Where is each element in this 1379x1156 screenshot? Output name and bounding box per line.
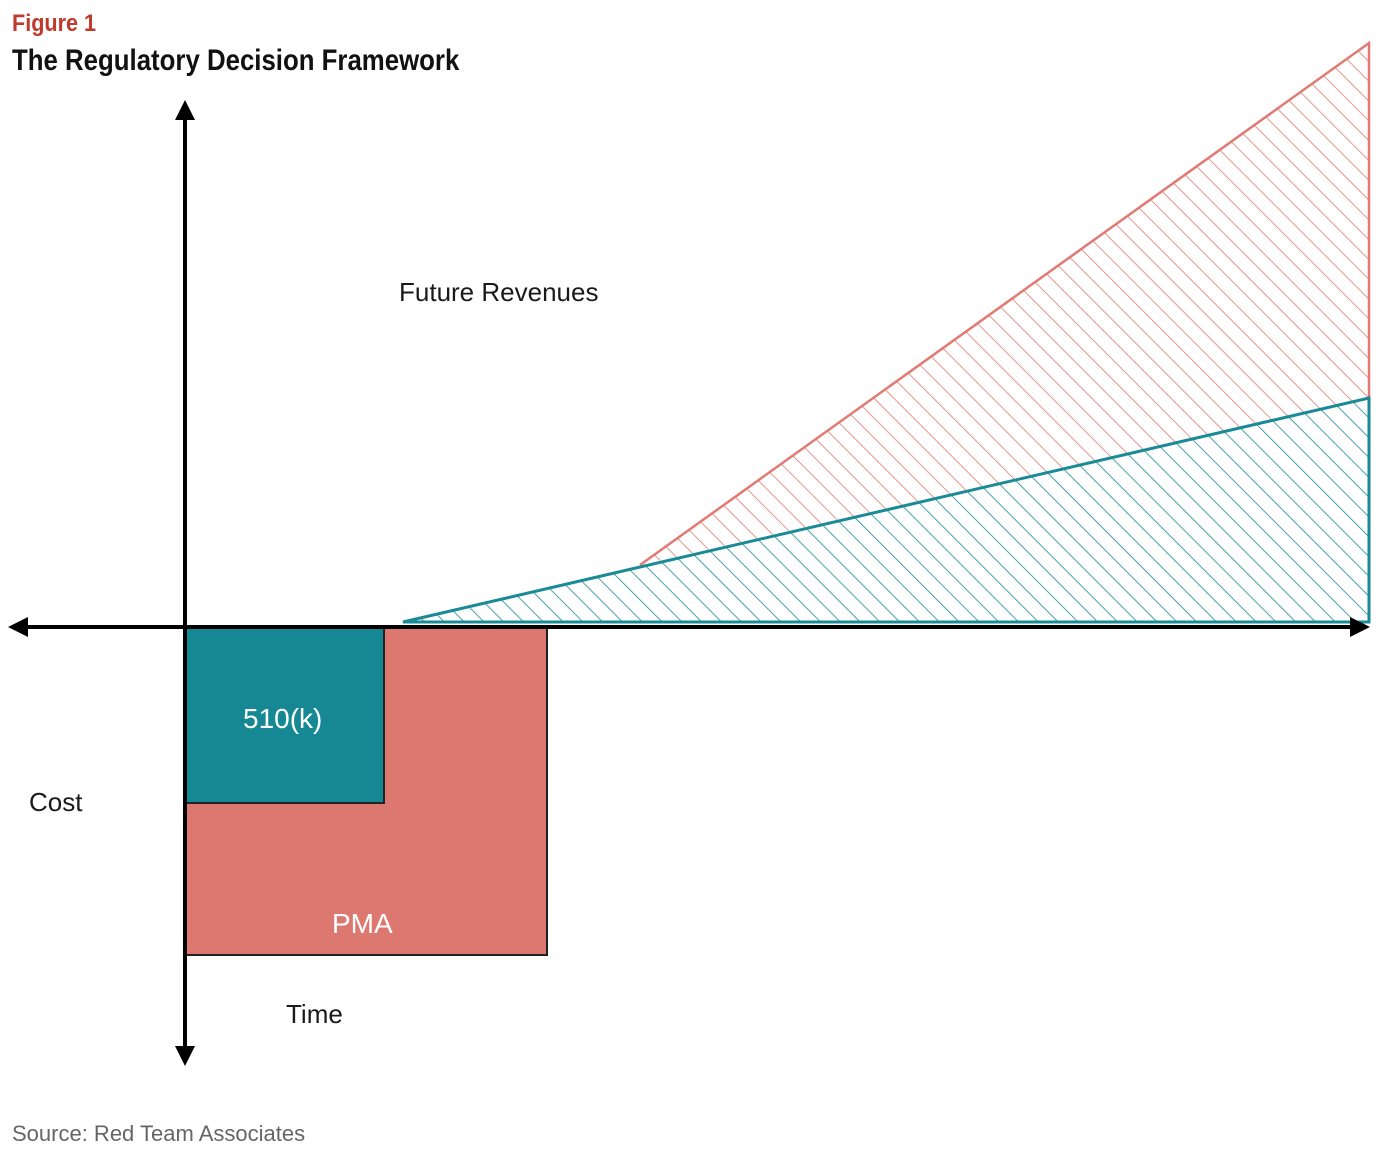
figure-title: The Regulatory Decision Framework [12, 44, 460, 77]
source-note: Source: Red Team Associates [12, 1121, 306, 1146]
axis-arrow-right [1350, 617, 1370, 637]
figure-label: Figure 1 [12, 10, 97, 37]
axis-arrow-down [175, 1046, 195, 1066]
future-revenues-label: Future Revenues [399, 277, 599, 307]
k510-revenue-outline [402, 396, 1371, 624]
time-label: Time [286, 999, 343, 1029]
cost-label: Cost [29, 787, 83, 817]
pma-label: PMA [332, 908, 393, 939]
pma-revenue-outline [639, 40, 1371, 567]
k510-label: 510(k) [243, 703, 323, 734]
axis-arrow-up [175, 100, 195, 120]
axis-arrow-left [8, 617, 28, 637]
